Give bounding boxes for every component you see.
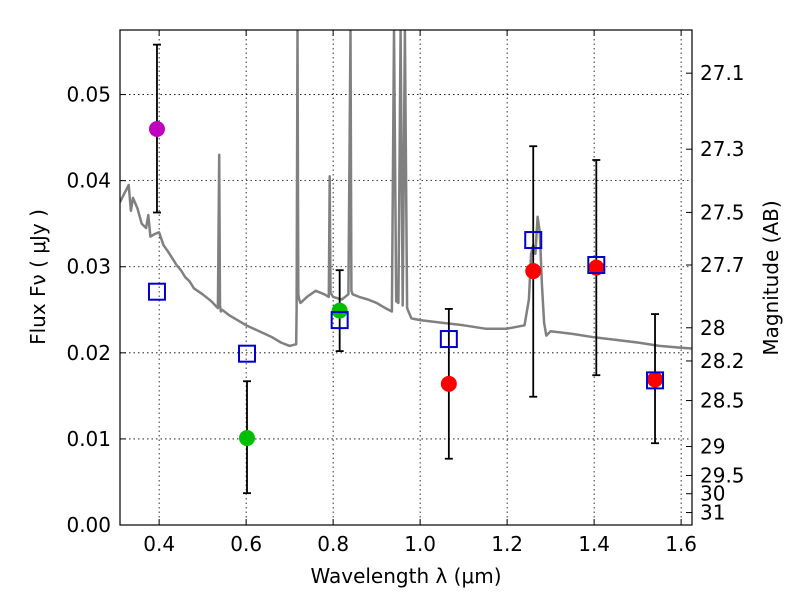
observed-point: [239, 430, 256, 447]
x-tick-label: 1.6: [665, 532, 697, 556]
x-tick-label: 0.4: [143, 532, 175, 556]
y-tick-label: 0.00: [66, 513, 111, 537]
y-tick-label: 0.04: [66, 169, 111, 193]
y-tick-label: 0.03: [66, 255, 111, 279]
model-square-marker: [587, 256, 606, 275]
model-square-marker: [330, 311, 349, 330]
mag-tick-label: 27.7: [700, 253, 745, 277]
grid-layer: [120, 30, 692, 525]
mag-tick-label: 28.2: [700, 349, 745, 373]
mag-tick-label: 28.5: [700, 389, 745, 413]
data-layer: [120, 30, 692, 495]
observed-point: [647, 371, 664, 388]
x-tick-label: 0.8: [317, 532, 349, 556]
mag-tick-label: 29.5: [700, 463, 745, 487]
mag-tick-label: 29: [700, 434, 725, 458]
plot-frame: [119, 29, 693, 526]
mag-tick-label: 31: [700, 501, 725, 525]
model-square-marker: [147, 282, 166, 301]
x-axis-title: Wavelength λ (μm): [310, 564, 501, 588]
x-tick-label: 1.2: [491, 532, 523, 556]
sed-model-line: [120, 30, 692, 350]
mag-tick-label: 28: [700, 316, 725, 340]
y-tick-label: 0.02: [66, 341, 111, 365]
x-tick-label: 1.0: [404, 532, 436, 556]
mag-tick-label: 27.5: [700, 200, 745, 224]
x-tick-label: 1.4: [578, 532, 610, 556]
model-square-marker: [439, 330, 458, 349]
axis-layer: 0.4 0.6 0.8 1.0 1.2 1.4 1.6 0.00 0.01 0.02 0.03 0.0…: [66, 30, 745, 556]
observed-point: [148, 121, 165, 137]
mag-tick-label: 27.1: [700, 61, 745, 85]
observed-point: [440, 375, 457, 392]
model-square-marker: [238, 344, 257, 363]
y2-axis-title: Magnitude (AB): [759, 200, 783, 355]
model-square-marker: [646, 371, 665, 390]
observed-point: [525, 263, 542, 280]
mag-tick-label: 30: [700, 482, 725, 506]
observed-point: [331, 302, 348, 319]
y-tick-label: 0.01: [66, 427, 111, 451]
model-square-marker: [524, 231, 543, 250]
y-axis-title: Flux Fν ( μJy ): [26, 209, 50, 345]
observed-point: [588, 259, 605, 276]
mag-tick-label: 27.3: [700, 137, 745, 161]
x-tick-label: 0.6: [230, 532, 262, 556]
y-tick-label: 0.05: [66, 83, 111, 107]
